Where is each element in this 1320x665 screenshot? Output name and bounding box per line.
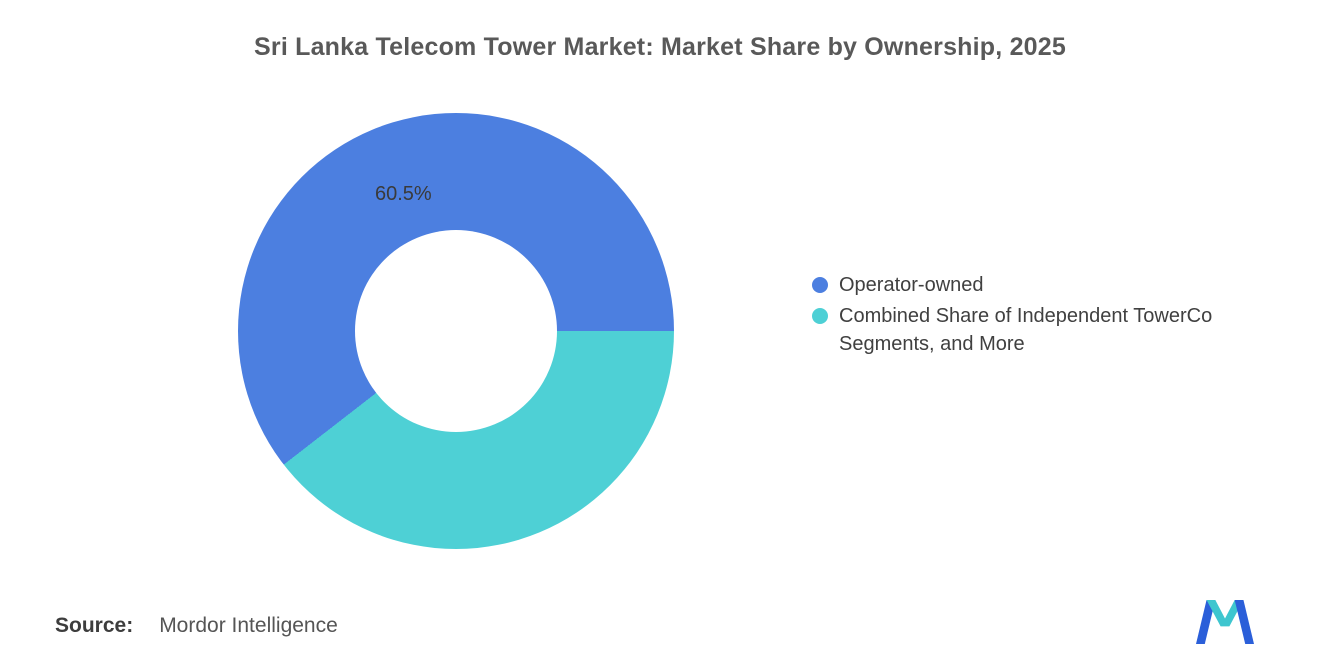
logo-middle-chevron bbox=[1206, 600, 1244, 627]
source-line: Source: Mordor Intelligence bbox=[55, 614, 338, 638]
legend-item-independent-towerco[interactable]: Combined Share of Independent TowerCo Se… bbox=[812, 302, 1282, 358]
mordor-intelligence-logo bbox=[1196, 600, 1254, 644]
logo-left-stroke bbox=[1196, 600, 1216, 644]
donut-chart: 60.5% bbox=[238, 113, 674, 549]
chart-title: Sri Lanka Telecom Tower Market: Market S… bbox=[254, 33, 1066, 61]
logo-right-stroke bbox=[1234, 600, 1254, 644]
legend-item-operator-owned[interactable]: Operator-owned bbox=[812, 271, 1282, 299]
source-label: Source: bbox=[55, 614, 134, 637]
source-value: Mordor Intelligence bbox=[159, 614, 338, 637]
slice-data-label-operator-owned: 60.5% bbox=[375, 183, 432, 205]
legend-swatch-icon bbox=[812, 277, 828, 293]
legend-swatch-icon bbox=[812, 308, 828, 324]
donut-hole bbox=[355, 230, 557, 432]
legend-label: Combined Share of Independent TowerCo Se… bbox=[839, 305, 1213, 355]
legend: Operator-owned Combined Share of Indepen… bbox=[812, 271, 1282, 361]
legend-label: Operator-owned bbox=[839, 274, 984, 296]
